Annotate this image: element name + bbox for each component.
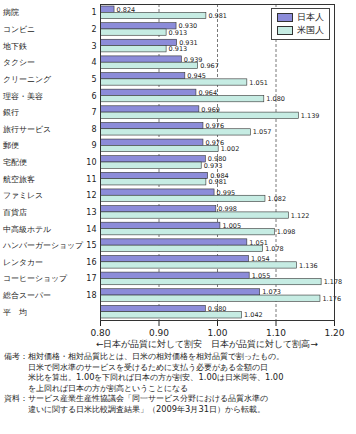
svg-text:14: 14	[86, 225, 96, 234]
svg-text:1.080: 1.080	[266, 95, 285, 103]
svg-text:1.10: 1.10	[266, 328, 286, 338]
svg-text:0.967: 0.967	[200, 62, 219, 70]
svg-text:2: 2	[91, 25, 96, 34]
svg-text:0.969: 0.969	[201, 106, 220, 114]
svg-text:1.002: 1.002	[221, 145, 240, 153]
svg-text:1.20: 1.20	[324, 328, 344, 338]
svg-text:0.984: 0.984	[210, 172, 229, 181]
svg-text:0.939: 0.939	[183, 55, 203, 64]
svg-text:0.964: 0.964	[198, 89, 217, 97]
svg-text:航空旅客: 航空旅客	[3, 175, 35, 184]
svg-text:レンタカー: レンタカー	[3, 258, 43, 267]
svg-text:1.176: 1.176	[322, 295, 341, 303]
svg-text:郵便: 郵便	[3, 141, 19, 150]
svg-text:1.042: 1.042	[244, 311, 263, 319]
svg-text:0.980: 0.980	[208, 305, 227, 313]
html-text:を上回れば日本の方が割高ということになる: を上回れば日本の方が割高ということになる	[28, 382, 188, 393]
svg-text:0.945: 0.945	[187, 72, 206, 80]
svg-text:9: 9	[91, 141, 96, 150]
html-text:日本人: 日本人	[297, 12, 324, 22]
svg-text:地下鉄: 地下鉄	[2, 42, 27, 51]
svg-text:クリーニング: クリーニング	[3, 75, 52, 84]
svg-text:1.178: 1.178	[324, 278, 343, 286]
html-text:←日本が品質に対して割安 日本が品質に対して割高→: ←日本が品質に対して割安 日本が品質に対して割高→	[96, 339, 318, 349]
svg-text:1.098: 1.098	[277, 228, 296, 236]
svg-text:0.824: 0.824	[117, 6, 136, 14]
html-text:資料：サービス産業生産性協議会「同一サービス分野における品質: 資料：サービス産業生産性協議会「同一サービス分野における品質水準の	[4, 393, 268, 403]
svg-text:1.136: 1.136	[299, 262, 318, 270]
svg-text:1.139: 1.139	[301, 112, 320, 120]
svg-text:0.980: 0.980	[207, 155, 227, 164]
svg-text:コンビニ: コンビニ	[3, 25, 35, 34]
svg-text:宅配便: 宅配便	[3, 158, 27, 167]
svg-text:0.931: 0.931	[179, 39, 198, 47]
svg-text:銀行: 銀行	[3, 108, 19, 117]
svg-text:ハンバーガーショップ: ハンバーガーショップ	[2, 241, 84, 250]
svg-text:1.082: 1.082	[267, 195, 286, 203]
html-text:米比を算出。1.00を下回れば日本の方が割安、1.00は日米: 米比を算出。1.00を下回れば日本の方が割安、1.00は日米同等、1.00	[28, 372, 284, 382]
svg-text:0.913: 0.913	[169, 45, 188, 53]
svg-text:総合スーパー: 総合スーパー	[2, 291, 51, 300]
html-text:備考：相対価格・相対品質比とは、日米の相対価格を相対品質で割: 備考：相対価格・相対品質比とは、日米の相対価格を相対品質で割ったもの。	[4, 351, 284, 361]
svg-text:中高級ホテル: 中高級ホテル	[3, 225, 51, 234]
svg-text:1.057: 1.057	[253, 128, 272, 136]
svg-text:百貨店: 百貨店	[3, 208, 27, 217]
svg-text:タクシー: タクシー	[3, 58, 35, 67]
svg-text:12: 12	[86, 191, 96, 200]
svg-text:17: 17	[86, 274, 96, 283]
svg-text:1.078: 1.078	[265, 245, 284, 253]
svg-text:病院: 病院	[3, 8, 19, 17]
svg-text:8: 8	[91, 125, 96, 134]
svg-text:0.976: 0.976	[205, 122, 224, 130]
svg-text:1.051: 1.051	[249, 79, 268, 87]
svg-text:旅行サービス: 旅行サービス	[3, 125, 51, 134]
svg-text:平 均: 平 均	[3, 308, 27, 317]
svg-text:0.981: 0.981	[208, 178, 227, 186]
svg-text:1.054: 1.054	[251, 255, 270, 263]
svg-text:18: 18	[86, 291, 96, 300]
svg-text:16: 16	[86, 258, 96, 267]
svg-text:0.90: 0.90	[149, 328, 169, 338]
svg-text:0.998: 0.998	[218, 205, 237, 213]
svg-text:1.00: 1.00	[207, 328, 227, 338]
svg-text:0.995: 0.995	[217, 189, 236, 197]
svg-text:コーヒーショップ: コーヒーショップ	[3, 274, 68, 283]
svg-text:1.055: 1.055	[252, 272, 271, 280]
svg-text:0.973: 0.973	[204, 162, 223, 170]
svg-text:1.051: 1.051	[249, 238, 268, 247]
svg-text:6: 6	[91, 92, 96, 101]
svg-text:3: 3	[91, 42, 96, 51]
svg-text:0.981: 0.981	[208, 12, 227, 20]
svg-text:1.073: 1.073	[262, 288, 281, 296]
svg-text:0.976: 0.976	[205, 138, 225, 147]
svg-text:理容・美容: 理容・美容	[3, 92, 43, 101]
svg-text:1.005: 1.005	[222, 222, 241, 230]
svg-text:ファミレス: ファミレス	[3, 191, 43, 200]
svg-text:15: 15	[86, 241, 96, 250]
svg-text:0.80: 0.80	[90, 328, 110, 338]
html-text:違いに関する日米比較調査結果」（2009年3月31日）から転: 違いに関する日米比較調査結果」（2009年3月31日）から転載。	[28, 403, 265, 414]
html-text:日米で同水準のサービスを受けるために支払う必要がある金額の日: 日米で同水準のサービスを受けるために支払う必要がある金額の日	[28, 361, 268, 372]
svg-text:13: 13	[86, 208, 96, 217]
html-text:米国人: 米国人	[297, 25, 324, 35]
svg-text:4: 4	[91, 58, 96, 67]
svg-text:11: 11	[86, 175, 96, 184]
svg-text:1.122: 1.122	[291, 212, 310, 220]
svg-text:5: 5	[91, 75, 96, 84]
svg-text:10: 10	[86, 158, 96, 167]
svg-text:0.913: 0.913	[169, 29, 188, 37]
svg-text:7: 7	[91, 108, 96, 117]
svg-text:0.930: 0.930	[178, 22, 198, 31]
svg-text:1: 1	[91, 8, 96, 17]
